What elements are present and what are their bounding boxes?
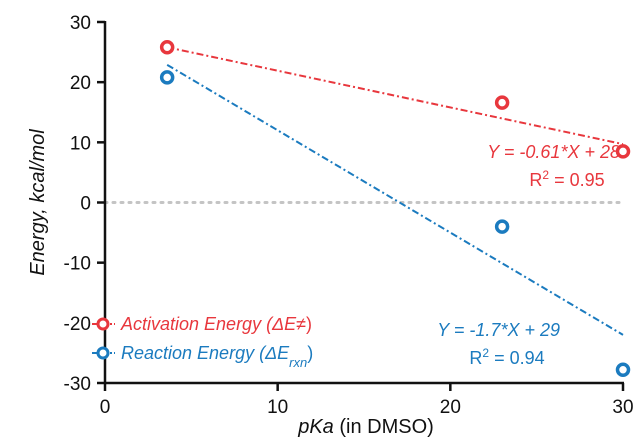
reaction-fit-equation: Y = -1.7*X + 29 [437, 320, 560, 340]
activation-fit-line [166, 46, 624, 146]
reaction-legend-label: Reaction Energy (ΔErxn) [121, 343, 313, 370]
x-tick-label: 20 [440, 397, 461, 418]
activation-r-squared: R2 = 0.95 [529, 168, 604, 190]
reaction-data-point [615, 362, 631, 378]
y-axis-title: Energy, kcal/mol [27, 129, 49, 276]
activation-data-point [615, 144, 631, 159]
reaction-legend-marker [96, 346, 110, 360]
y-tick-label: -20 [64, 314, 91, 335]
x-axis-title: pKa (in DMSO) [297, 416, 434, 438]
y-tick-label: -10 [64, 254, 91, 275]
activation-legend-marker [96, 317, 110, 331]
reaction-data-point [159, 70, 175, 85]
x-tick-label: 30 [612, 397, 633, 418]
reaction-fit-line [166, 63, 624, 336]
y-tick-label: 0 [80, 194, 91, 215]
activation-fit-equation: Y = -0.61*X + 28 [487, 142, 620, 162]
y-tick-label: 30 [70, 13, 91, 34]
y-tick-label: 10 [70, 133, 91, 154]
y-tick-label: 20 [70, 73, 91, 94]
y-tick-label: -30 [64, 374, 91, 395]
reaction-data-point [494, 219, 510, 234]
x-tick-label: 0 [100, 397, 111, 418]
activation-data-point [159, 40, 175, 55]
x-tick-label: 10 [267, 397, 288, 418]
activation-legend-label: Activation Energy (ΔE≠) [120, 314, 312, 334]
activation-data-point [494, 95, 510, 110]
reaction-r-squared: R2 = 0.94 [469, 346, 544, 368]
